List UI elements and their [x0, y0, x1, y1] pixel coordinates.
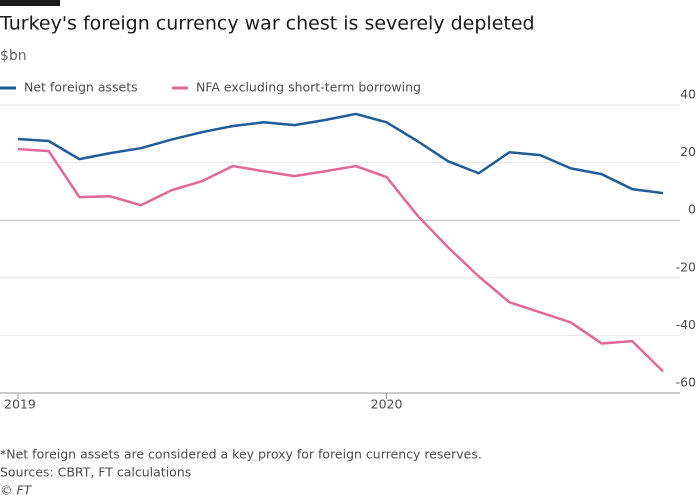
note: *Net foreign assets are considered a key…: [0, 447, 482, 462]
chart-subtitle: $bn: [0, 48, 27, 64]
x-tick-label: 2019: [4, 397, 36, 412]
y-tick-label: -20: [676, 259, 696, 274]
y-tick-label: -60: [676, 375, 696, 390]
series-line: [17, 147, 664, 373]
note: Sources: CBRT, FT calculations: [0, 465, 191, 480]
y-tick-label: -40: [676, 317, 696, 332]
y-tick-label: 20: [680, 144, 696, 159]
y-tick-label: 0: [688, 202, 696, 217]
chart-title: Turkey's foreign currency war chest is s…: [0, 13, 535, 35]
brand-bar: [0, 0, 60, 6]
x-tick-label: 2020: [371, 397, 403, 412]
y-tick-label: 40: [680, 87, 696, 102]
note: © FT: [0, 483, 33, 498]
legend-label: NFA excluding short-term borrowing: [196, 80, 421, 95]
series-line: [17, 112, 664, 195]
legend-label: Net foreign assets: [24, 80, 138, 95]
